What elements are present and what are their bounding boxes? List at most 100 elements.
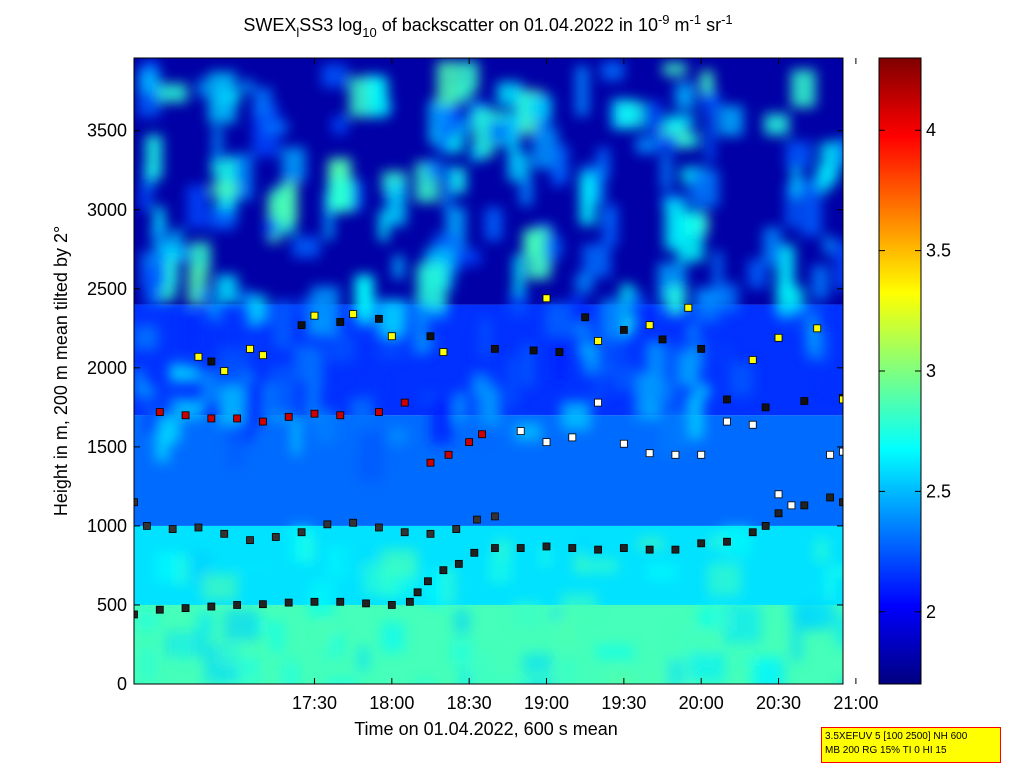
heatmap-cell [270,677,282,684]
marker-point [413,588,422,597]
marker-point [259,417,267,426]
heatmap-cell [815,329,827,361]
heatmap-cell [248,295,267,323]
heatmap-cell [791,69,816,108]
marker-point [246,536,254,545]
marker-point [375,523,383,532]
heatmap-cell [134,369,145,398]
marker-series-4 [516,398,843,510]
heatmap-cell [180,316,198,349]
heatmap-cell [316,409,336,444]
marker-point [697,450,706,459]
heatmap-cell [362,562,398,596]
heatmap-cell [331,116,348,134]
heatmap-cell [459,249,481,266]
heatmap-cell [688,652,726,683]
y-tick-label: 500 [97,595,127,615]
heatmap-cell [418,679,433,684]
heatmap-cell [832,564,843,579]
heatmap-cell [349,76,372,118]
colorbar-tick-label: 3 [926,361,936,381]
marker-point [839,395,843,404]
x-tick-label: 20:30 [756,693,801,713]
marker-point [454,559,463,568]
heatmap-cell [618,677,638,684]
marker-point [800,397,809,405]
marker-point [658,335,667,344]
heatmap-cell [799,191,822,237]
heatmap-cell [785,141,812,168]
y-axis: 0 500 1000 1500 2000 2500 3000 3500 [87,121,843,694]
heatmap-cell [509,292,529,316]
heatmap-cell [615,101,645,128]
x-tick-label: 19:30 [601,693,646,713]
colorbar-tick-label: 4 [926,120,936,140]
heatmap-cell [508,356,517,407]
marker-point [826,493,835,502]
heatmap-cell [198,289,212,302]
heatmap-cell [238,561,273,573]
marker-series-2 [155,398,486,467]
heatmap-cell [480,318,490,358]
heatmap-cell [430,399,452,445]
heatmap-cell [508,111,521,162]
x-axis: 17:30 18:00 18:30 19:00 19:30 20:00 20:30 21:00 [292,58,878,713]
heatmap-cell [326,679,357,684]
x-tick-label: 19:00 [524,693,569,713]
heatmap-cell [197,612,214,638]
heatmap-cell [170,362,182,380]
heatmap-cell [137,611,157,630]
marker-point [284,598,293,607]
heatmap-cell [385,181,407,226]
colorbar [878,57,922,685]
heatmap-cell [575,66,589,116]
heatmap-cell [722,345,732,361]
heatmap-cell [511,602,542,628]
heatmap-cell [835,612,843,647]
heatmap-cell [666,285,686,315]
heatmap-cell [175,400,205,419]
marker-point [387,601,396,609]
x-tick-label: 21:00 [833,693,878,713]
info-line-2: MB 200 RG 15% TI 0 HI 15 [825,745,947,756]
heatmap-cell [221,321,234,350]
heatmap-cell [701,92,720,112]
marker-point [259,351,267,360]
heatmap-cell [595,645,634,659]
colorbar-ticks: 2 2.5 3 3.5 4 [879,120,951,622]
heatmap-cell [153,206,165,230]
heatmap-cell [807,322,818,347]
marker-point [134,610,138,619]
heatmap-cell [289,526,313,563]
marker-point [826,450,835,459]
heatmap-cell [452,640,472,665]
heatmap-cell [627,291,644,309]
marker-point [220,367,229,375]
marker-point [594,337,602,345]
heatmap-cell [763,227,782,266]
heatmap-cell [575,273,594,293]
heatmap-cell [704,340,721,370]
heatmap-cell [667,659,685,684]
marker-point [349,310,358,318]
backscatter-heatmap [134,58,843,684]
heatmap-cell [712,251,723,295]
marker-point [400,528,409,537]
heatmap-cell [311,286,340,337]
heatmap-cell [659,408,680,457]
marker-point [761,522,770,530]
colorbar-tick-label: 2.5 [926,481,951,501]
heatmap-cell [457,61,479,93]
marker-point [594,545,602,554]
chart-title: SWEXlSS3 log10 of backscatter on 01.04.2… [243,12,732,40]
marker-point [400,398,409,407]
heatmap-cell [678,354,698,388]
marker-point [444,450,453,459]
heatmap-cell [272,300,293,349]
heatmap-cell [426,570,446,605]
heatmap-cell [580,558,618,574]
marker-point [142,522,151,530]
heatmap-cell [561,401,591,430]
heatmap-cell [593,360,605,401]
heatmap-cell [139,70,160,93]
